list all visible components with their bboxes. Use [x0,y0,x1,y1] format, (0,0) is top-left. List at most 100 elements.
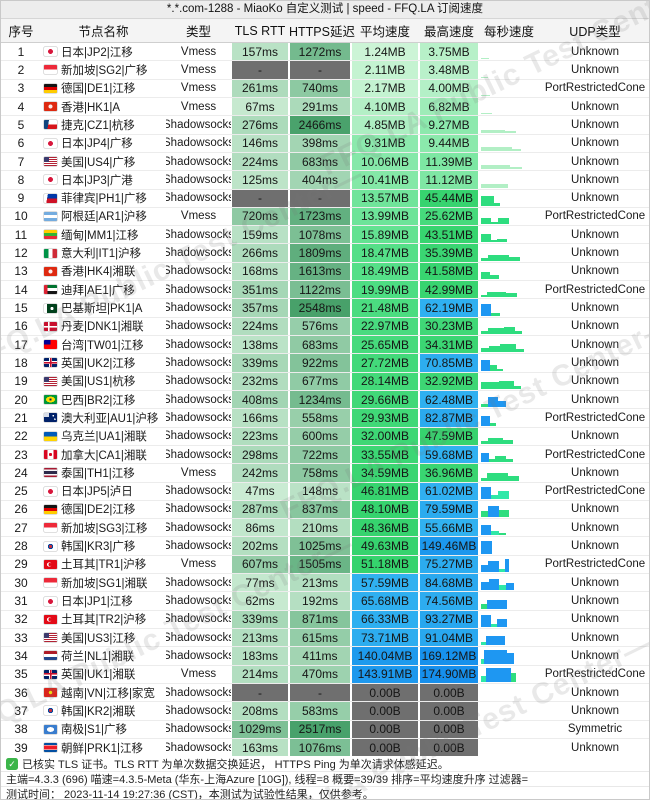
cell-protocol-type: Shadowsocks [166,448,231,461]
cell-speed-bars [479,116,539,133]
cell-avg-speed: 2.17MB [351,79,419,97]
cell-udp-type: Unknown [571,265,619,278]
cell-tls-rtt: 168ms [231,262,289,281]
bar-segment [488,345,501,353]
cell-max-speed: 62.48MB [419,390,479,409]
cell-max-speed: 3.48MB [419,61,479,79]
speed-bars-chart [481,612,538,627]
cell-udp-type: Unknown [571,613,619,626]
cell-udp-type: Unknown [571,466,619,479]
cell-udp-type: Unknown [571,338,619,351]
speed-bars-chart [481,136,538,151]
cell-index: 37 [14,703,28,718]
bar-segment [481,348,489,353]
cell-index: 33 [14,630,28,645]
node-name-text: 泰国|TH1|江移 [61,467,135,480]
cell-index: 14 [14,282,28,297]
node-name-text: 英国|UK1|湘联 [61,669,136,682]
cell-https-delay: 1234ms [289,390,351,409]
cell-udp-type: Unknown [571,155,619,168]
bar-segment [481,183,509,188]
bar-segment [498,490,510,499]
cell-avg-speed: 0.00B [351,720,419,738]
cell-avg-speed: 49.63MB [351,537,419,555]
cell-tls-rtt: 138ms [231,336,289,354]
cell-protocol-type: Shadowsocks [166,741,231,754]
table-row: 1 日本|JP2|江移 Vmess 157ms 1272ms 1.24MB 3.75MB Un… [1,43,649,62]
cell-node-name: 澳大利亚|AU1|沪移 [41,409,166,426]
node-name-text: 荷兰|NL1|湘联 [61,650,135,663]
speed-bars-chart [481,245,538,261]
bar-segment [481,604,487,609]
cell-protocol-type: Vmess [180,668,217,681]
cell-node-name: 日本|JP1|江移 [41,592,166,609]
table-row: 6 日本|JP4|广移 Shadowsocks 146ms 398ms 9.31MB 9.4… [1,134,649,153]
cell-speed-bars [479,647,539,664]
cell-tls-rtt: 224ms [231,152,289,171]
cell-max-speed: 70.85MB [419,354,479,372]
bar-segment [481,614,492,627]
footer-line-tls: ✓ 已核实 TLS 证书。TLS RTT 为单次数据交换延迟， HTTPS Pi… [1,756,649,771]
cell-udp-type: Unknown [571,430,619,443]
flag-icon-aq [44,724,57,734]
cell-protocol-type: Vmess [180,466,217,479]
cell-tls-rtt: 67ms [231,97,289,116]
bar-segment [499,568,505,573]
table-row: 11 缅甸|MM1|江移 Shadowsocks 159ms 1078ms 15.89MB… [1,226,649,245]
bar-segment [481,129,505,133]
table-row: 20 巴西|BR2|江移 Shadowsocks 408ms 1234ms 29.66MB… [1,390,649,410]
speed-bars-chart [481,667,538,682]
cell-avg-speed: 0.00B [351,702,419,720]
cell-https-delay: 1809ms [289,244,351,262]
flag-icon-gb [44,358,57,368]
bar-segment [491,623,497,627]
flag-icon-gb [44,669,57,679]
speed-bars-chart [481,99,538,115]
flag-icon-jp [44,175,57,185]
cell-avg-speed: 13.57MB [351,189,419,207]
cell-index: 17 [14,337,28,352]
cell-tls-rtt: 47ms [231,482,289,500]
node-name-text: 德国|DE2|江移 [61,504,136,517]
cell-protocol-type: Shadowsocks [166,649,231,662]
table-row: 28 韩国|KR3|广移 Shadowsocks 202ms 1025ms 49.63MB… [1,537,649,556]
cell-https-delay: 2548ms [289,299,351,317]
flag-icon-it [44,248,57,258]
cell-protocol-type: Shadowsocks [166,686,231,699]
cell-node-name: 新加坡|SG3|江移 [41,519,166,536]
speed-bars-chart [481,81,538,96]
table-row: 23 加拿大|CA1|湘联 Shadowsocks 298ms 722ms 33.55MB… [1,445,649,465]
node-name-text: 巴基斯坦|PK1|A [61,303,143,316]
table-row: 14 迪拜|AE1|广移 Shadowsocks 351ms 1122ms 19.99MB… [1,281,649,300]
bar-segment [481,360,491,371]
speed-bars-chart [481,538,538,554]
cell-index: 30 [14,575,28,590]
cell-node-name: 土耳其|TR2|沪移 [41,611,166,628]
cell-https-delay: 758ms [289,464,351,482]
node-name-text: 阿根廷|AR1|沪移 [61,211,147,224]
table-row: 12 意大利|IT1|沪移 Shadowsocks 266ms 1809ms 18.47M… [1,244,649,263]
flag-icon-kr [44,706,57,716]
node-name-text: 美国|US4|广移 [61,156,136,169]
cell-tls-rtt: 720ms [231,207,289,226]
cell-udp-type: Unknown [571,576,619,589]
cell-udp-type: Unknown [571,704,619,717]
cell-https-delay: 213ms [289,574,351,592]
cell-https-delay: 291ms [289,97,351,116]
speed-bars-chart [481,722,538,737]
bar-segment [506,582,515,591]
cell-max-speed: 9.27MB [419,116,479,134]
table-row: 35 英国|UK1|湘联 Vmess 214ms 470ms 143.91MB 174.90… [1,665,649,684]
cell-speed-bars [479,43,539,60]
cell-https-delay: 677ms [289,372,351,390]
node-name-text: 捷克|CZ1|杭移 [61,119,135,132]
cell-protocol-type: Shadowsocks [166,540,231,553]
cell-udp-type: Unknown [571,375,619,388]
bar-segment [496,238,508,243]
cell-protocol-type: Shadowsocks [166,247,231,260]
cell-max-speed: 30.23MB [419,317,479,335]
cell-tls-rtt: 202ms [231,537,289,555]
cell-node-name: 台湾|TW01|江移 [41,336,166,353]
cell-index: 16 [14,319,28,334]
